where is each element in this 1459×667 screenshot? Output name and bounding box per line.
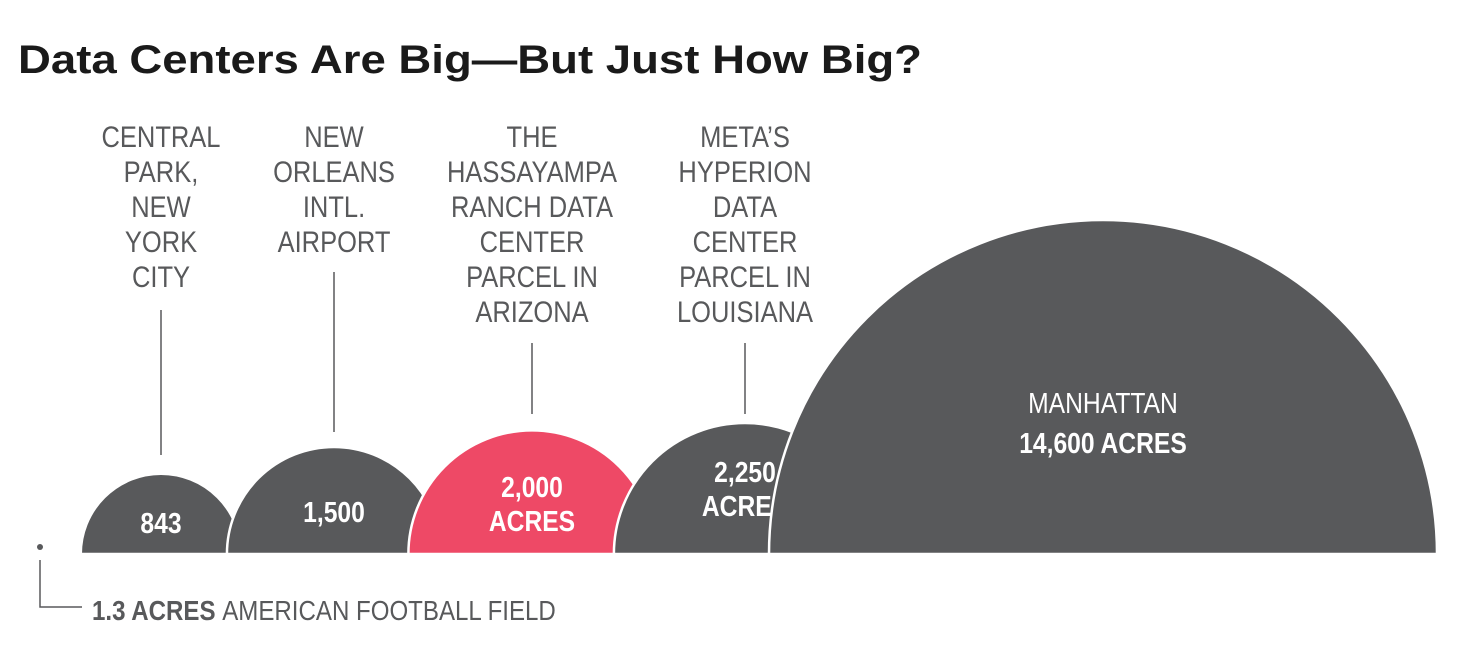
reference-value: 1.3 ACRES xyxy=(92,594,216,626)
annotation-label: LOUISIANA xyxy=(677,295,813,328)
annotation-label: PARCEL IN xyxy=(679,260,811,293)
annotation-label: RANCH DATA xyxy=(451,190,613,223)
annotation-label: AIRPORT xyxy=(278,225,391,258)
svg-text:1.3 ACRES AMERICAN FOOTB: 1.3 ACRES AMERICAN FOOTBALL FIELD xyxy=(92,594,556,626)
domes: 843 1,5002,000ACRES2,250ACRESMANHATTAN14,… xyxy=(79,218,1439,556)
chart-title: Data Centers Are Big—But Just How Big? xyxy=(18,38,922,82)
annotation-label: ARIZONA xyxy=(475,295,589,328)
annotation-label: NEW xyxy=(304,120,364,153)
annotation-label: ORLEANS xyxy=(273,155,395,188)
annotations: CENTRALPARK,NEWYORKCITYNEWORLEANSINTL.AI… xyxy=(102,120,813,455)
reference-label: AMERICAN FOOTBALL FIELD xyxy=(222,594,556,626)
annotation-label: META’S xyxy=(700,120,790,153)
dome-value-label: 2,000 xyxy=(501,471,563,503)
annotation-label: CENTER xyxy=(693,225,798,258)
dome-inner-label: MANHATTAN xyxy=(1028,387,1178,419)
annotation-label: INTL. xyxy=(303,190,365,223)
dome-4 xyxy=(767,218,1439,556)
dome-value-label: 2,250 xyxy=(714,456,776,488)
annotation-label: PARK, xyxy=(124,155,199,188)
dome-value-label: 843 xyxy=(140,507,181,539)
annotation-label: HYPERION xyxy=(678,155,811,188)
reference-marker: 1.3 ACRES AMERICAN FOOTBALL FIELD xyxy=(37,544,556,626)
annotation-label: HASSAYAMPA xyxy=(447,155,617,188)
annotation-label: YORK xyxy=(125,225,198,258)
annotation-label: PARCEL IN xyxy=(466,260,598,293)
annotation-label: CITY xyxy=(132,260,190,293)
dome-value-label: ACRES xyxy=(489,505,575,537)
dome-value-label: 1,500 xyxy=(303,496,365,528)
annotation-label: DATA xyxy=(713,190,778,223)
reference-connector xyxy=(39,560,82,608)
annotation-label: CENTER xyxy=(480,225,585,258)
annotation-label: CENTRAL xyxy=(102,120,221,153)
annotation-label: NEW xyxy=(131,190,191,223)
annotation-label: THE xyxy=(507,120,558,153)
football-field-dot xyxy=(37,544,43,550)
dome-value-label: 14,600 ACRES xyxy=(1019,427,1187,459)
